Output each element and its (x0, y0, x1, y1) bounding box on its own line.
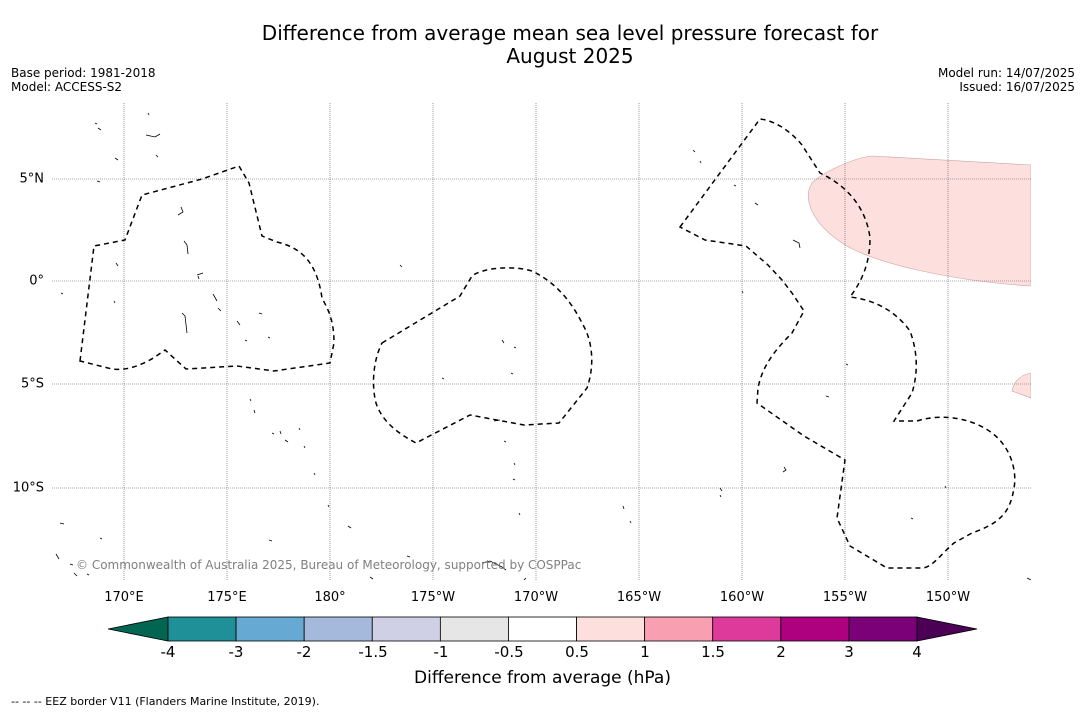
colorbar-tick: 3 (844, 643, 854, 661)
lat-label: 5°N (19, 171, 45, 187)
colorbar-segments (167, 616, 918, 642)
run-info: Model run: 14/07/2025 Issued: 16/07/2025 (938, 66, 1075, 94)
colorbar-tick: -2 (296, 643, 312, 661)
colorbar-segment (508, 616, 577, 642)
lat-label: 0° (29, 273, 44, 289)
colorbar-tick: -4 (160, 643, 176, 661)
lon-label: 170°E (104, 590, 144, 605)
anomaly-region-positive-edge (1011, 372, 1031, 399)
colorbar-segment (371, 616, 441, 642)
colorbar (108, 616, 978, 642)
colorbar-tick: -1.5 (358, 643, 388, 661)
colorbar-tick: 0.5 (565, 643, 589, 661)
colorbar-segment (644, 616, 714, 642)
model-name-text: Model: ACCESS-S2 (11, 80, 123, 94)
colorbar-segment (848, 616, 918, 642)
colorbar-tick: -3 (228, 643, 244, 661)
map-title-line-1: Difference from average mean sea level p… (261, 21, 879, 45)
map-title: Difference from average mean sea level p… (0, 22, 1085, 68)
colorbar-segment (167, 616, 237, 642)
colorbar-tick: -1 (433, 643, 449, 661)
map-title-line-2: August 2025 (506, 44, 634, 68)
model-info: Base period: 1981-2018 Model: ACCESS-S2 (11, 66, 156, 94)
colorbar-segment (780, 616, 850, 642)
colorbar-segment (303, 616, 373, 642)
model-run-text: Model run: 14/07/2025 (937, 66, 1075, 80)
eez-borders (79, 118, 1016, 569)
lat-label: 10°S (12, 480, 44, 496)
colorbar-tick: 1 (640, 643, 650, 661)
lon-label: 160°W (719, 590, 765, 605)
colorbar-high-extend (916, 616, 978, 642)
eez-border-gilbert (79, 165, 335, 372)
copyright-notice: © Commonwealth of Australia 2025, Bureau… (76, 558, 582, 572)
colorbar-tick: 2 (776, 643, 786, 661)
map-svg (52, 103, 1031, 580)
lat-label: 5°S (20, 376, 44, 392)
issued-date-text: Issued: 16/07/2025 (959, 80, 1075, 94)
colorbar-segment (439, 616, 509, 642)
base-period-text: Base period: 1981-2018 (11, 66, 156, 80)
colorbar-segment (235, 616, 305, 642)
colorbar-tick: -0.5 (494, 643, 524, 661)
lon-label: 175°E (207, 590, 247, 605)
colorbar-segment (712, 616, 782, 642)
eez-border-phoenix (372, 267, 593, 444)
longitude-gridlines (123, 103, 949, 580)
colorbar-title: Difference from average (hPa) (414, 668, 671, 688)
eez-footnote: -- -- -- EEZ border V11 (Flanders Marine… (11, 695, 320, 708)
lon-label: 180° (314, 590, 346, 605)
colorbar-low-extend (108, 616, 169, 642)
colorbar-tick: 1.5 (701, 643, 725, 661)
lon-label: 170°W (513, 590, 559, 605)
colorbar-tick: 4 (912, 643, 922, 661)
lon-label: 165°W (616, 590, 662, 605)
eez-border-line-islands (678, 118, 1016, 569)
lon-label: 155°W (822, 590, 868, 605)
lon-label: 175°W (410, 590, 456, 605)
lon-label: 150°W (925, 590, 971, 605)
island-coastlines (55, 112, 1031, 580)
map-panel (52, 103, 1031, 580)
colorbar-segment (576, 616, 646, 642)
anomaly-region-positive (808, 155, 1031, 287)
